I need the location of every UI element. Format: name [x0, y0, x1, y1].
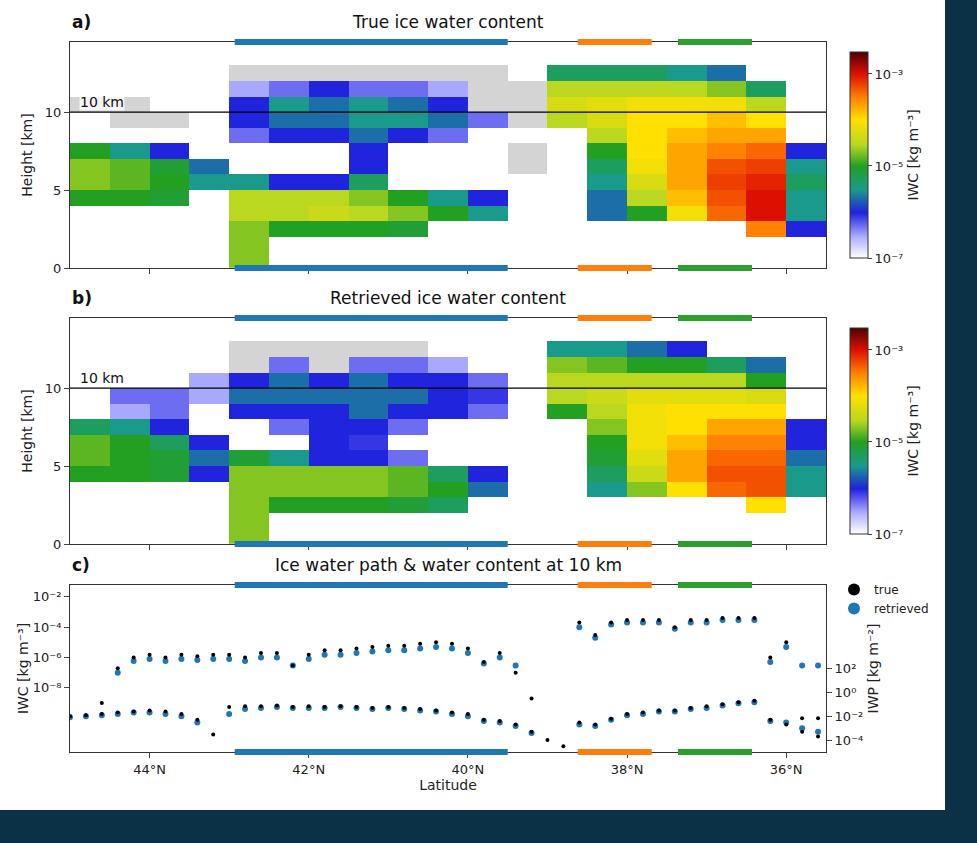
- svg-text:10²: 10²: [835, 661, 857, 676]
- svg-text:10: 10: [45, 105, 62, 120]
- svg-text:Latitude: Latitude: [419, 777, 477, 793]
- svg-text:42°N: 42°N: [292, 762, 325, 777]
- svg-text:40°N: 40°N: [451, 762, 484, 777]
- svg-text:36°N: 36°N: [770, 762, 803, 777]
- svg-text:10 km: 10 km: [80, 370, 124, 386]
- svg-text:38°N: 38°N: [611, 762, 644, 777]
- svg-text:5: 5: [53, 183, 61, 198]
- svg-text:10 km: 10 km: [80, 94, 124, 110]
- svg-text:10⁻³: 10⁻³: [875, 343, 904, 358]
- svg-text:10⁻⁴: 10⁻⁴: [33, 620, 62, 635]
- svg-text:10⁻⁵: 10⁻⁵: [875, 159, 904, 174]
- svg-text:true: true: [874, 583, 899, 597]
- svg-text:a): a): [72, 12, 91, 32]
- svg-text:10⁻⁸: 10⁻⁸: [33, 680, 62, 695]
- svg-text:0: 0: [53, 537, 61, 552]
- svg-text:10⁻⁷: 10⁻⁷: [875, 251, 904, 266]
- svg-text:b): b): [72, 288, 92, 308]
- svg-text:Height [km]: Height [km]: [19, 113, 35, 196]
- svg-text:10⁻²: 10⁻²: [835, 709, 864, 724]
- svg-text:IWP [kg m⁻²]: IWP [kg m⁻²]: [865, 624, 881, 714]
- svg-text:0: 0: [53, 261, 61, 276]
- svg-text:retrieved: retrieved: [874, 602, 929, 616]
- svg-text:10⁻⁶: 10⁻⁶: [33, 650, 62, 665]
- svg-text:10⁻³: 10⁻³: [875, 67, 904, 82]
- svg-text:10⁻⁴: 10⁻⁴: [835, 733, 864, 748]
- svg-text:44°N: 44°N: [133, 762, 166, 777]
- svg-text:10⁻⁵: 10⁻⁵: [875, 435, 904, 450]
- svg-text:Retrieved ice water content: Retrieved ice water content: [330, 288, 566, 308]
- svg-text:c): c): [72, 555, 90, 575]
- svg-text:IWC [kg m⁻³]: IWC [kg m⁻³]: [905, 109, 921, 200]
- svg-text:IWC [kg m⁻³]: IWC [kg m⁻³]: [905, 385, 921, 476]
- svg-text:5: 5: [53, 459, 61, 474]
- svg-text:Ice water path & water content: Ice water path & water content at 10 km: [275, 555, 622, 575]
- svg-text:10⁻⁷: 10⁻⁷: [875, 527, 904, 542]
- svg-text:IWC [kg m⁻³]: IWC [kg m⁻³]: [15, 623, 31, 714]
- svg-text:Height [km]: Height [km]: [19, 389, 35, 472]
- svg-text:True ice water content: True ice water content: [352, 12, 544, 32]
- svg-text:10: 10: [45, 381, 62, 396]
- svg-text:10⁻²: 10⁻²: [33, 589, 62, 604]
- svg-text:10⁰: 10⁰: [835, 685, 857, 700]
